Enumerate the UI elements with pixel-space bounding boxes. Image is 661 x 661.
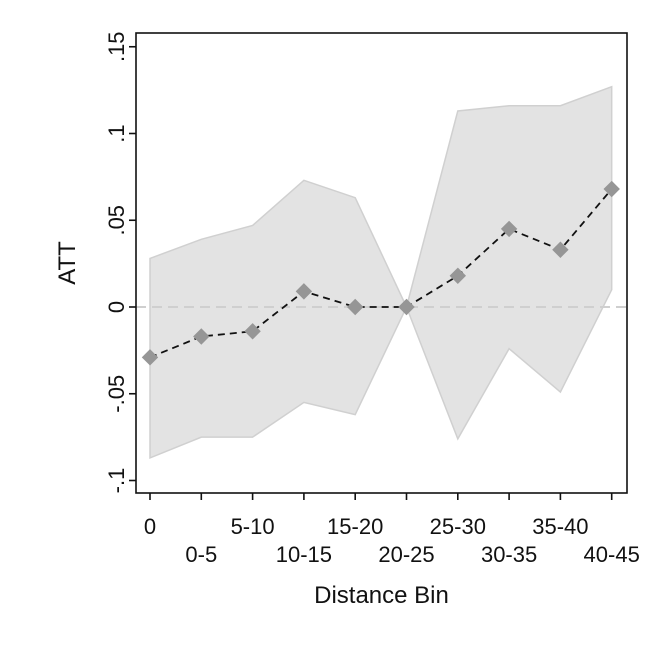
x-tick-label: 0: [144, 514, 156, 539]
y-tick-label: 0: [104, 301, 129, 313]
plot-frame: [135, 32, 628, 494]
y-tick-label: -.1: [104, 468, 129, 494]
x-tick-label: 10-15: [276, 542, 332, 567]
series-line: [149, 188, 613, 359]
x-axis-title: Distance Bin: [314, 582, 449, 609]
x-tick-label: 35-40: [532, 514, 588, 539]
confidence-band: [149, 85, 613, 460]
data-point-15-20: [346, 298, 364, 316]
x-tick-label: 0-5: [185, 542, 217, 567]
x-tick-label: 25-30: [430, 514, 486, 539]
x-tick-label: 20-25: [378, 542, 434, 567]
data-point-0-5: [193, 328, 210, 345]
x-tick-label: 5-10: [231, 514, 275, 539]
y-tick-label: -.05: [104, 375, 129, 413]
data-point-0: [141, 349, 159, 366]
data-point-30-35: [500, 220, 518, 238]
x-tick-label: 30-35: [481, 542, 537, 567]
series-group: [141, 180, 620, 366]
y-axis: -.1 -.05 0 .05 .1 .15: [104, 31, 136, 493]
x-tick-label: 15-20: [327, 514, 383, 539]
data-point-20-25: [398, 298, 415, 316]
x-tick-label: 40-45: [584, 542, 640, 567]
data-point-40-45: [603, 180, 620, 198]
data-point-10-15: [295, 283, 313, 300]
y-tick-label: .05: [104, 205, 129, 236]
data-point-5-10: [244, 323, 261, 340]
y-tick-label: .15: [104, 31, 129, 62]
confidence-band-area: [149, 85, 613, 460]
data-point-35-40: [552, 241, 569, 258]
y-axis-title: ATT: [54, 241, 81, 285]
y-tick-label: .1: [104, 124, 129, 142]
data-point-25-30: [449, 267, 467, 284]
